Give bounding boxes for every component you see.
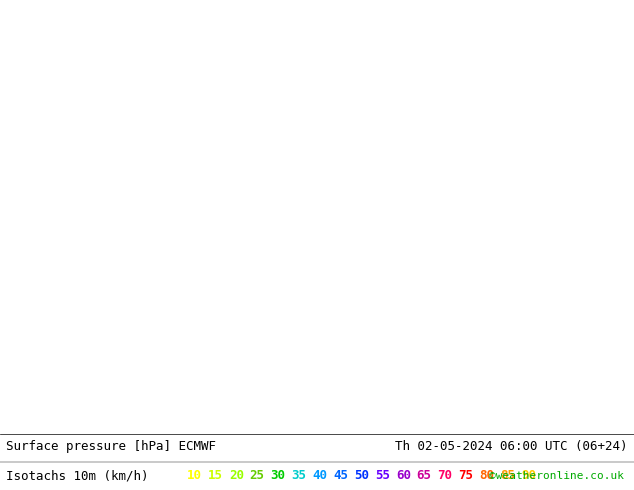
Text: 65: 65 — [417, 469, 432, 483]
Text: 20: 20 — [229, 469, 243, 483]
Text: 70: 70 — [437, 469, 453, 483]
Text: 50: 50 — [354, 469, 369, 483]
Text: Surface pressure [hPa] ECMWF: Surface pressure [hPa] ECMWF — [6, 440, 216, 453]
Text: 85: 85 — [500, 469, 515, 483]
Text: 55: 55 — [375, 469, 390, 483]
Text: 25: 25 — [250, 469, 264, 483]
Text: ©weatheronline.co.uk: ©weatheronline.co.uk — [489, 471, 624, 481]
Text: 45: 45 — [333, 469, 348, 483]
Text: Isotachs 10m (km/h): Isotachs 10m (km/h) — [6, 469, 149, 483]
Text: 30: 30 — [271, 469, 285, 483]
Text: 80: 80 — [479, 469, 495, 483]
Text: Th 02-05-2024 06:00 UTC (06+24): Th 02-05-2024 06:00 UTC (06+24) — [395, 440, 628, 453]
Text: 75: 75 — [458, 469, 474, 483]
Text: 40: 40 — [313, 469, 327, 483]
Text: 60: 60 — [396, 469, 411, 483]
Text: 10: 10 — [187, 469, 202, 483]
Text: 90: 90 — [521, 469, 536, 483]
Text: 35: 35 — [292, 469, 306, 483]
Text: 15: 15 — [208, 469, 223, 483]
